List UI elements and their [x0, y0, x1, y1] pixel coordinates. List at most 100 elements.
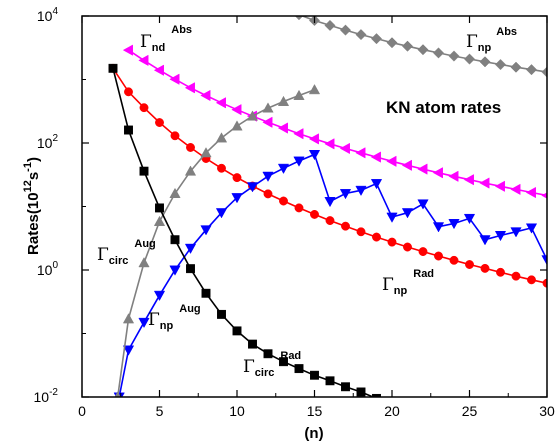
series-circ_rad-point	[325, 376, 335, 386]
series-np_aug-point	[122, 345, 135, 356]
series-circ_rad-point	[356, 387, 366, 397]
series-circ_rad	[108, 63, 381, 397]
series-np_abs-point	[324, 19, 336, 31]
series-np_rad-point	[496, 267, 505, 277]
series-np_aug-point	[448, 219, 460, 230]
series-np_aug-point	[355, 185, 367, 197]
series-np_aug-point	[463, 213, 476, 225]
series-circ_rad-line	[112, 68, 376, 397]
series-circ_rad-point	[310, 370, 319, 380]
series-np_abs-point	[294, 16, 304, 21]
series-np_rad-point	[372, 232, 381, 242]
series-nd_abs-point	[138, 54, 149, 67]
y-tick-label: 104	[37, 6, 59, 24]
series-nd_abs-point	[525, 186, 536, 199]
x-tick-label: 25	[462, 403, 478, 419]
series-circ_aug-point	[122, 313, 135, 324]
y-axis-title-unit: s	[25, 172, 42, 180]
series-nd_abs-point	[386, 155, 397, 167]
series-np_aug-point	[308, 150, 321, 161]
series-np_abs-point	[417, 44, 429, 56]
series-np_aug-point	[324, 197, 336, 208]
series-nd_abs-point	[277, 122, 288, 134]
series-nd_abs-point	[463, 174, 474, 186]
chart-annotation: KN atom rates	[386, 98, 501, 117]
series-circ_rad-point	[263, 349, 273, 359]
series-np_abs-point	[494, 58, 507, 71]
series-np_abs-point	[541, 66, 547, 78]
series-circ_aug-point	[138, 257, 150, 268]
series-np_aug-point	[215, 208, 228, 219]
series-np_rad	[108, 63, 547, 288]
series-nd_abs	[122, 44, 547, 199]
plot-frame	[81, 15, 548, 398]
series-nd_abs-point	[324, 138, 335, 150]
series-circ_aug-point	[153, 215, 166, 226]
y-axis-title-exp2: -1	[22, 162, 34, 172]
series-circ_aug-point	[308, 84, 321, 95]
series-np_rad-point	[356, 227, 366, 237]
label-circ-rad: ΓcircRad	[243, 350, 301, 379]
series-nd_abs-point	[417, 163, 428, 175]
series-np_aug-point	[417, 199, 429, 210]
series-circ_aug-point	[184, 165, 197, 176]
series-np_rad-point	[511, 271, 521, 281]
series-np_abs-point	[370, 33, 383, 45]
series-np_rad-point	[294, 203, 304, 213]
series-np_rad-point	[263, 189, 273, 199]
y-axis-title-main: Rates(10	[25, 192, 42, 255]
series-np_abs-point	[463, 53, 476, 65]
series-np_abs	[294, 16, 547, 78]
series-np_rad-point	[418, 247, 428, 257]
series-np_rad-point	[155, 118, 164, 127]
series-nd_abs-point	[200, 89, 211, 102]
series-np_aug-point	[432, 222, 445, 233]
series-circ_aug-point	[169, 187, 181, 198]
series-nd_abs-point	[153, 64, 164, 76]
x-axis-title: (n)	[304, 425, 323, 442]
series-np_aug-point	[262, 171, 274, 182]
series-np_abs-point	[339, 24, 352, 36]
label-np-rad: ΓnpRad	[382, 268, 434, 297]
series-nd_abs-point	[370, 151, 381, 163]
series-nd_abs-point	[401, 159, 412, 171]
y-axis-title-end: )	[25, 157, 42, 162]
series-circ_rad-point	[124, 125, 133, 135]
series-circ_rad-point	[170, 235, 180, 245]
series-np_aug-point	[510, 227, 522, 238]
series-circ_rad-point	[155, 203, 164, 213]
series-np_aug-point	[401, 208, 414, 219]
series-nd_abs-point	[355, 147, 366, 159]
label-np-abs: ΓnpAbs	[466, 26, 517, 54]
series-circ_rad-point	[279, 357, 288, 367]
series-circ_aug-point	[231, 120, 243, 131]
x-tick-label: 15	[307, 403, 323, 419]
series-nd_abs-point	[448, 170, 459, 182]
series-np_rad-point	[387, 237, 397, 247]
series-circ_aug-point	[277, 95, 290, 106]
x-tick-label: 10	[229, 403, 245, 419]
series-np_aug-point	[494, 231, 507, 242]
series-np_abs-point	[525, 64, 538, 76]
series-nd_abs-point	[262, 116, 273, 128]
series-np_rad-point	[310, 209, 319, 219]
y-axis-title-exp1: 12	[22, 180, 34, 192]
series-nd_abs-point	[494, 180, 505, 192]
series-np_abs-point	[386, 37, 398, 49]
series-nd_abs-line	[128, 49, 547, 197]
series-np_abs-point	[448, 50, 460, 62]
series-np_aug-point	[525, 223, 538, 234]
y-tick-label: 10-2	[34, 387, 59, 405]
series-np_rad-point	[527, 275, 536, 285]
series-np_aug-point	[293, 156, 305, 167]
series-np_aug-point	[339, 189, 352, 200]
series-circ_rad-point	[139, 166, 149, 176]
x-tick-label: 0	[78, 403, 86, 419]
series-nd_abs-point	[184, 82, 195, 94]
series-nd_abs-point	[122, 44, 133, 56]
series-nd_abs-point	[308, 133, 319, 145]
series-np_rad-point	[449, 255, 459, 265]
series-np_aug-point	[277, 163, 290, 174]
series-circ_rad-point	[341, 382, 350, 392]
